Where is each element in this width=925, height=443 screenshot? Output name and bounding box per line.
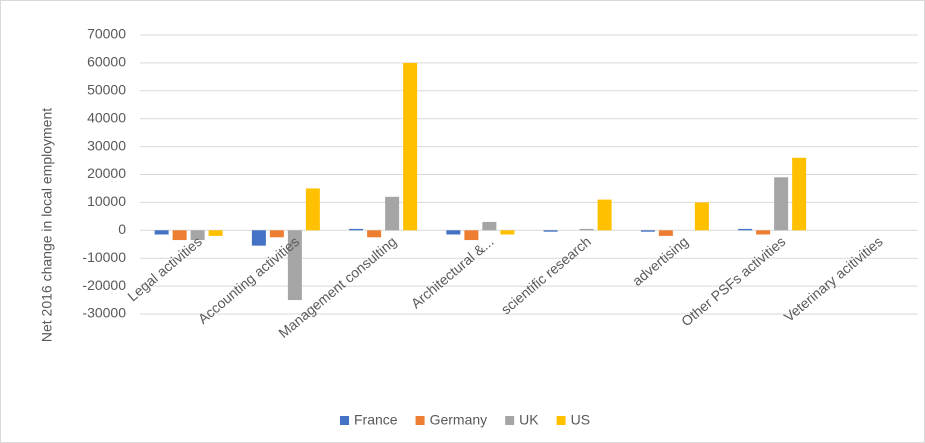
bar <box>500 230 515 235</box>
bar <box>482 221 497 231</box>
legend-label: France <box>354 412 398 428</box>
bar <box>543 230 558 232</box>
bar <box>385 196 400 231</box>
bar <box>269 230 284 238</box>
y-tick-label: 20000 <box>87 165 126 181</box>
bar <box>579 228 594 231</box>
bar <box>154 230 169 235</box>
y-tick-label: 60000 <box>87 54 126 70</box>
legend-swatch <box>340 416 349 425</box>
bar <box>251 230 266 246</box>
y-tick-label: 70000 <box>87 26 126 42</box>
legend-swatch <box>556 416 566 425</box>
bar <box>403 62 418 231</box>
bar <box>464 230 479 241</box>
bar <box>208 230 223 236</box>
bar <box>597 199 612 231</box>
bar <box>640 230 655 232</box>
bar <box>349 228 364 231</box>
bar <box>172 230 187 241</box>
bar <box>305 188 320 231</box>
bar <box>694 202 709 231</box>
y-tick-label: 10000 <box>87 193 126 209</box>
y-tick-label: -20000 <box>82 277 126 293</box>
bar <box>287 230 302 301</box>
bar <box>446 230 461 235</box>
legend-label: UK <box>519 412 539 428</box>
bar <box>190 230 205 241</box>
legend-swatch <box>415 416 425 425</box>
y-tick-label: -30000 <box>82 305 126 321</box>
y-tick-label: 30000 <box>87 137 126 153</box>
bar <box>756 230 771 235</box>
bar <box>738 228 753 231</box>
y-tick-label: -10000 <box>82 249 126 265</box>
y-tick-label: 0 <box>118 221 126 237</box>
legend-swatch <box>505 416 515 425</box>
bar <box>792 157 807 231</box>
y-tick-label: 40000 <box>87 109 126 125</box>
y-tick-label: 50000 <box>87 82 126 98</box>
bar <box>367 230 382 238</box>
bar <box>658 230 673 236</box>
y-axis-title: Net 2016 change in local employment <box>39 108 55 342</box>
legend-label: US <box>571 412 590 428</box>
legend-label: Germany <box>430 412 488 428</box>
bar <box>774 177 789 231</box>
